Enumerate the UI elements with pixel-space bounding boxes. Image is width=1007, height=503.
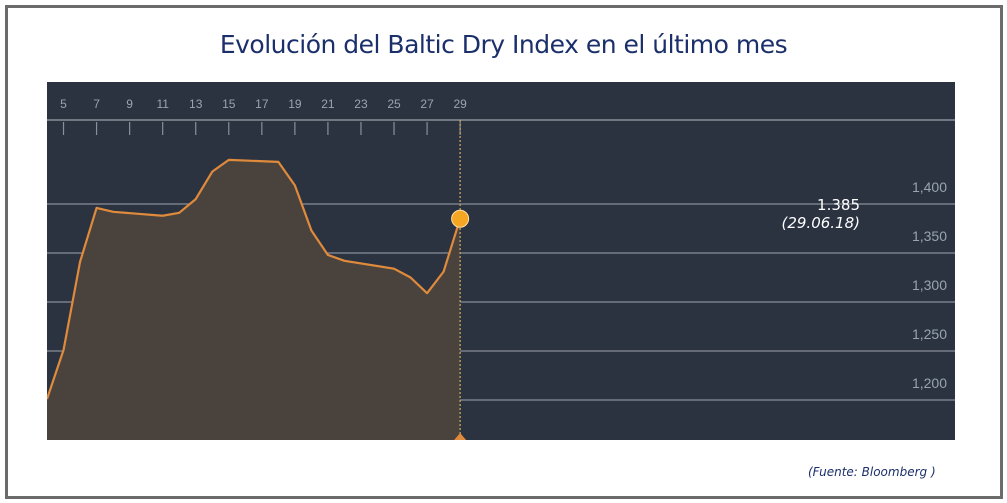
data-callout: 1.385 (29.06.18) — [740, 196, 860, 232]
x-tick-label: 19 — [288, 97, 302, 111]
crosshair-handle-icon[interactable] — [454, 433, 467, 440]
x-tick-label: 27 — [420, 97, 434, 111]
callout-value: 1.385 — [817, 196, 860, 214]
x-tick-label: 7 — [93, 97, 100, 111]
chart-panel: 1,200 1,250 1,300 1,350 1,400 5 7 9 11 13 15 17 19 21… — [47, 82, 955, 440]
y-tick-label: 1,300 — [912, 277, 947, 293]
y-tick-label: 1,400 — [912, 179, 947, 195]
x-tick-label: 13 — [189, 97, 203, 111]
callout-date: (29.06.18) — [781, 214, 860, 232]
x-tick-label: 29 — [453, 97, 467, 111]
y-tick-label: 1,200 — [912, 375, 947, 391]
x-tick-label: 9 — [126, 97, 133, 111]
data-point-marker[interactable] — [451, 209, 470, 228]
x-tick-label: 17 — [255, 97, 269, 111]
x-tick-label: 25 — [387, 97, 401, 111]
data-line — [47, 158, 462, 400]
chart-plot: 1,200 1,250 1,300 1,350 1,400 5 7 9 11 13 15 17 19 21… — [47, 97, 955, 440]
source-note: (Fuente: Bloomberg ) — [808, 465, 936, 479]
area-fill — [47, 159, 461, 440]
x-tick-label: 23 — [354, 97, 368, 111]
x-tick-label: 5 — [60, 97, 67, 111]
x-tick-label: 15 — [222, 97, 236, 111]
chart-title: Evolución del Baltic Dry Index en el últ… — [219, 30, 788, 59]
x-tick-label: 21 — [321, 97, 335, 111]
y-tick-label: 1,250 — [912, 326, 947, 342]
y-tick-label: 1,350 — [912, 228, 947, 244]
x-tick-label: 11 — [156, 97, 169, 111]
chart-frame — [5, 5, 1003, 499]
